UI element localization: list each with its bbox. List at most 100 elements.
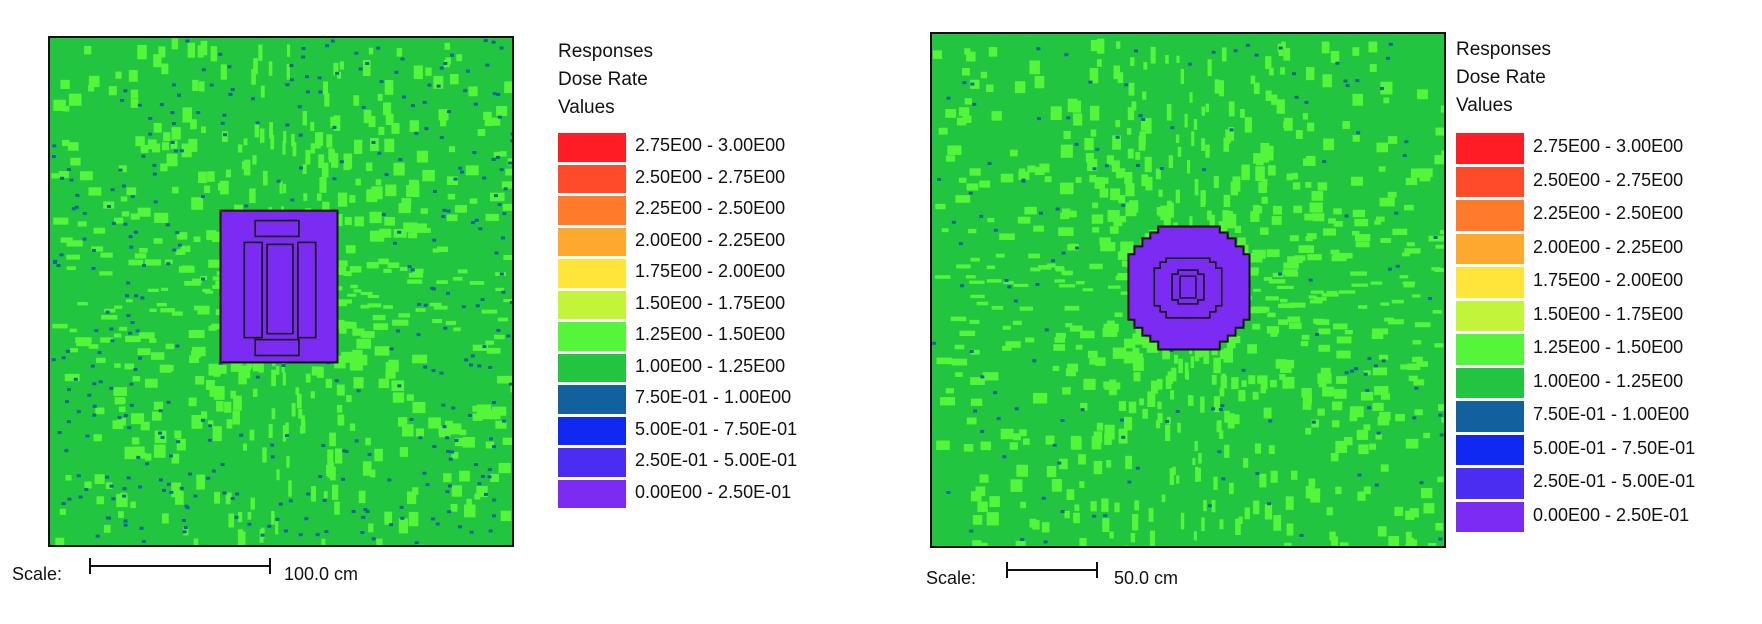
legend-swatch [1456, 297, 1524, 331]
legend-range-label: 2.75E00 - 3.00E00 [635, 135, 786, 156]
legend-swatch [1456, 331, 1524, 365]
scale-bar [89, 565, 271, 567]
legend-range-label: 0.00E00 - 2.50E-01 [635, 481, 792, 502]
legend-range-item: 1.50E00 - 1.75E00 [1456, 297, 1695, 331]
legend-range-label: 2.25E00 - 2.50E00 [1533, 203, 1684, 224]
legend-range-item: 0.00E00 - 2.50E-01 [558, 476, 797, 508]
legend-swatch [1456, 398, 1524, 432]
legend-swatch [558, 287, 626, 319]
cask-left-column [243, 241, 263, 339]
legend-range-label: 1.00E00 - 1.25E00 [635, 355, 786, 376]
legend-range-item: 1.75E00 - 2.00E00 [1456, 264, 1695, 298]
legend-range-item: 7.50E-01 - 1.00E00 [1456, 398, 1695, 432]
legend-range-label: 1.25E00 - 1.50E00 [1533, 337, 1684, 358]
legend-range-item: 2.50E00 - 2.75E00 [1456, 163, 1695, 197]
scale-value: 50.0 cm [1114, 568, 1179, 588]
legend-range-item: 1.75E00 - 2.00E00 [558, 256, 797, 288]
scale-bar [1006, 569, 1098, 571]
legend-range-label: 2.75E00 - 3.00E00 [1533, 136, 1684, 157]
legend-range-item: 2.50E00 - 2.75E00 [558, 161, 797, 193]
legend-title: Responses [1456, 39, 1552, 60]
legend-swatch [558, 413, 626, 445]
legend-left: Responses Dose Rate Values 2.75E00 - 3.0… [558, 38, 797, 508]
legend-swatch [558, 130, 626, 162]
legend-range-item: 2.25E00 - 2.50E00 [1456, 197, 1695, 231]
scale-left: Scale: 100.0 cm [12, 558, 372, 588]
legend-range-label: 1.75E00 - 2.00E00 [635, 261, 786, 282]
legend-swatch [558, 256, 626, 288]
dose-map-right [930, 32, 1446, 548]
cask-right-column [297, 241, 317, 339]
legend-range-item: 1.25E00 - 1.50E00 [1456, 331, 1695, 365]
legend-response: Dose Rate [558, 69, 648, 90]
legend-range-label: 5.00E-01 - 7.50E-01 [635, 418, 798, 439]
legend-range-item: 1.25E00 - 1.50E00 [558, 319, 797, 351]
scale-value: 100.0 cm [284, 564, 359, 584]
scale-tick-end [269, 558, 271, 574]
legend-range-label: 7.50E-01 - 1.00E00 [635, 387, 792, 408]
cask-top-slab [254, 219, 300, 238]
legend-range-item: 5.00E-01 - 7.50E-01 [558, 413, 798, 445]
legend-title: Responses [558, 41, 654, 62]
legend-range-label: 0.00E00 - 2.50E-01 [1533, 504, 1690, 525]
legend-swatch [1456, 130, 1524, 164]
scale-tick-end [1096, 562, 1098, 578]
scale-label: Scale: [12, 564, 63, 584]
legend-range-item: 2.00E00 - 2.25E00 [558, 224, 797, 256]
cask-core [1171, 269, 1205, 305]
legend-range-item: 2.50E-01 - 5.00E-01 [1456, 465, 1695, 499]
dose-map-left [48, 36, 514, 547]
legend-ranges: 2.75E00 - 3.00E00 2.50E00 - 2.75E00 2.25E0… [1456, 130, 1695, 532]
legend-swatch [558, 445, 626, 477]
legend-swatch [1456, 264, 1524, 298]
legend-range-label: 1.50E00 - 1.75E00 [635, 292, 786, 313]
legend-swatch [1456, 498, 1524, 532]
legend-swatch [1456, 364, 1524, 398]
legend-range-label: 2.50E-01 - 5.00E-01 [1533, 471, 1696, 492]
scale-label: Scale: [926, 568, 977, 588]
legend-range-label: 1.00E00 - 1.25E00 [1533, 370, 1684, 391]
legend-swatch [558, 382, 626, 414]
legend-range-item: 5.00E-01 - 7.50E-01 [1456, 431, 1696, 465]
legend-range-item: 2.75E00 - 3.00E00 [558, 130, 797, 162]
legend-swatch [1456, 230, 1524, 264]
legend-response: Dose Rate [1456, 67, 1546, 88]
cask-inner-ring [1153, 257, 1223, 319]
legend-swatch [558, 224, 626, 256]
legend-swatch [558, 319, 626, 351]
legend-range-label: 2.50E00 - 2.75E00 [1533, 169, 1684, 190]
legend-range-item: 1.00E00 - 1.25E00 [558, 350, 797, 382]
legend-range-label: 5.00E-01 - 7.50E-01 [1533, 437, 1696, 458]
cask-center-column [266, 243, 294, 335]
legend-range-label: 1.25E00 - 1.50E00 [635, 324, 786, 345]
legend-range-item: 0.00E00 - 2.50E-01 [1456, 498, 1695, 532]
legend-swatch [1456, 197, 1524, 231]
legend-swatch [558, 476, 626, 508]
legend-range-label: 2.00E00 - 2.25E00 [1533, 236, 1684, 257]
legend-swatch [1456, 465, 1524, 499]
dose-map-left-plot [51, 38, 512, 545]
legend-swatch [558, 161, 626, 193]
legend-ranges: 2.75E00 - 3.00E00 2.50E00 - 2.75E00 2.25E0… [558, 130, 797, 508]
cask-center-cell [1179, 275, 1197, 299]
legend-range-item: 2.75E00 - 3.00E00 [1456, 130, 1695, 164]
legend-values-label: Values [1456, 95, 1513, 116]
legend-range-label: 7.50E-01 - 1.00E00 [1533, 404, 1690, 425]
legend-swatch [558, 193, 626, 225]
dose-map-right-plot [932, 38, 1444, 546]
legend-range-item: 2.25E00 - 2.50E00 [558, 193, 797, 225]
scale-right: Scale: 50.0 cm [926, 562, 1226, 592]
legend-range-label: 2.00E00 - 2.25E00 [635, 229, 786, 250]
legend-range-item: 7.50E-01 - 1.00E00 [558, 382, 797, 414]
legend-swatch [1456, 431, 1524, 465]
legend-values-label: Values [558, 97, 615, 118]
legend-range-item: 2.00E00 - 2.25E00 [1456, 230, 1695, 264]
legend-range-label: 2.25E00 - 2.50E00 [635, 198, 786, 219]
legend-range-item: 2.50E-01 - 5.00E-01 [558, 445, 797, 477]
legend-range-item: 1.00E00 - 1.25E00 [1456, 364, 1695, 398]
legend-range-label: 1.50E00 - 1.75E00 [1533, 303, 1684, 324]
legend-range-label: 1.75E00 - 2.00E00 [1533, 270, 1684, 291]
legend-right: Responses Dose Rate Values 2.75E00 - 3.0… [1456, 36, 1695, 532]
legend-swatch [1456, 163, 1524, 197]
legend-swatch [558, 350, 626, 382]
